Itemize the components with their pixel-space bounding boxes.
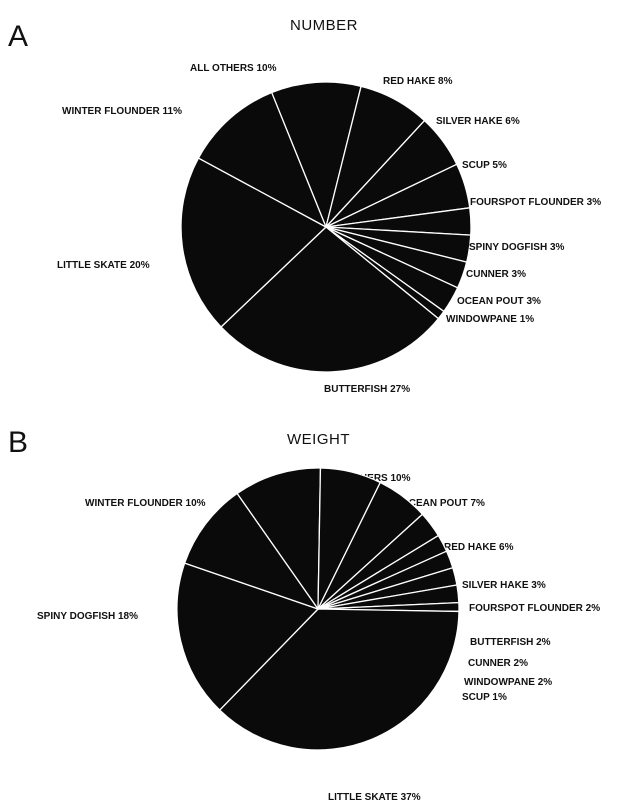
slice-label-butterfish: BUTTERFISH 2%: [470, 637, 551, 648]
pie-slice-all-others: [271, 81, 362, 228]
slice-label-scup: SCUP 1%: [462, 692, 507, 703]
slice-label-windowpane: WINDOWPANE 1%: [446, 314, 534, 325]
pie-slice-butterfish: [220, 226, 440, 373]
pie-slice-spiny-dogfish: [176, 562, 319, 711]
slice-label-all-others: ALL OTHERS 10%: [190, 63, 277, 74]
slice-label-winter-flounder: WINTER FLOUNDER 10%: [85, 498, 206, 509]
slice-label-windowpane: WINDOWPANE 2%: [464, 677, 552, 688]
slice-label-red-hake: RED HAKE 6%: [444, 542, 514, 553]
slice-label-winter-flounder: WINTER FLOUNDER 11%: [62, 106, 182, 117]
pie-slice-all-others: [236, 467, 322, 610]
slice-label-red-hake: RED HAKE 8%: [383, 76, 453, 87]
slice-label-silver-hake: SILVER HAKE 3%: [462, 580, 546, 591]
slice-label-cunner: CUNNER 3%: [466, 269, 526, 280]
chart-b-title: WEIGHT: [287, 431, 350, 448]
chart-a-title: NUMBER: [290, 17, 359, 34]
slice-label-cunner: CUNNER 2%: [468, 658, 528, 669]
pie-slice-little-skate: [219, 608, 460, 751]
slice-label-ocean-pout: OCEAN POUT 3%: [457, 296, 541, 307]
panel-a-letter: A: [8, 20, 29, 53]
slice-label-ocean-pout: OCEAN POUT 7%: [401, 498, 485, 509]
pie-slice-winter-flounder: [197, 91, 327, 228]
slice-label-little-skate: LITTLE SKATE 20%: [57, 260, 150, 271]
slice-label-little-skate: LITTLE SKATE 37%: [328, 792, 421, 803]
slice-label-fourspot-flounder: FOURSPOT FLOUNDER 2%: [469, 603, 600, 614]
pie-slice-winter-flounder: [184, 492, 319, 610]
slice-label-fourspot-flounder: FOURSPOT FLOUNDER 3%: [470, 197, 601, 208]
slice-label-butterfish: BUTTERFISH 27%: [324, 384, 410, 395]
pie-slice-little-skate: [180, 157, 327, 328]
slice-label-scup: SCUP 5%: [462, 160, 507, 171]
slice-label-spiny-dogfish: SPINY DOGFISH 18%: [37, 611, 138, 622]
slice-label-silver-hake: SILVER HAKE 6%: [436, 116, 520, 127]
slice-label-spiny-dogfish: SPINY DOGFISH 3%: [469, 242, 565, 253]
panel-b-letter: B: [8, 426, 29, 459]
